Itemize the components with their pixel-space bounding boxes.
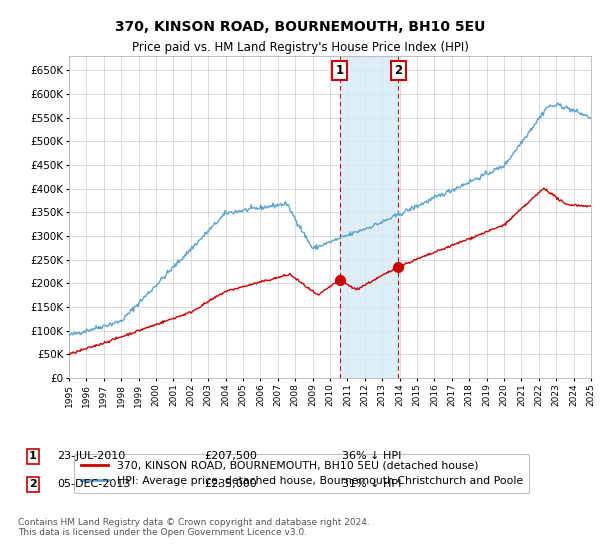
Text: £207,500: £207,500 <box>204 451 257 461</box>
Legend: 370, KINSON ROAD, BOURNEMOUTH, BH10 5EU (detached house), HPI: Average price, de: 370, KINSON ROAD, BOURNEMOUTH, BH10 5EU … <box>74 454 529 493</box>
Text: 36% ↓ HPI: 36% ↓ HPI <box>342 451 401 461</box>
Text: Price paid vs. HM Land Registry's House Price Index (HPI): Price paid vs. HM Land Registry's House … <box>131 41 469 54</box>
Text: £235,000: £235,000 <box>204 479 257 489</box>
Text: 1: 1 <box>29 451 37 461</box>
Text: 23-JUL-2010: 23-JUL-2010 <box>57 451 125 461</box>
Text: 31% ↓ HPI: 31% ↓ HPI <box>342 479 401 489</box>
Text: Contains HM Land Registry data © Crown copyright and database right 2024.
This d: Contains HM Land Registry data © Crown c… <box>18 518 370 538</box>
Text: 1: 1 <box>335 64 344 77</box>
Text: 05-DEC-2013: 05-DEC-2013 <box>57 479 130 489</box>
Text: 2: 2 <box>29 479 37 489</box>
Text: 2: 2 <box>394 64 402 77</box>
Bar <box>340 56 398 378</box>
Text: 370, KINSON ROAD, BOURNEMOUTH, BH10 5EU: 370, KINSON ROAD, BOURNEMOUTH, BH10 5EU <box>115 20 485 34</box>
